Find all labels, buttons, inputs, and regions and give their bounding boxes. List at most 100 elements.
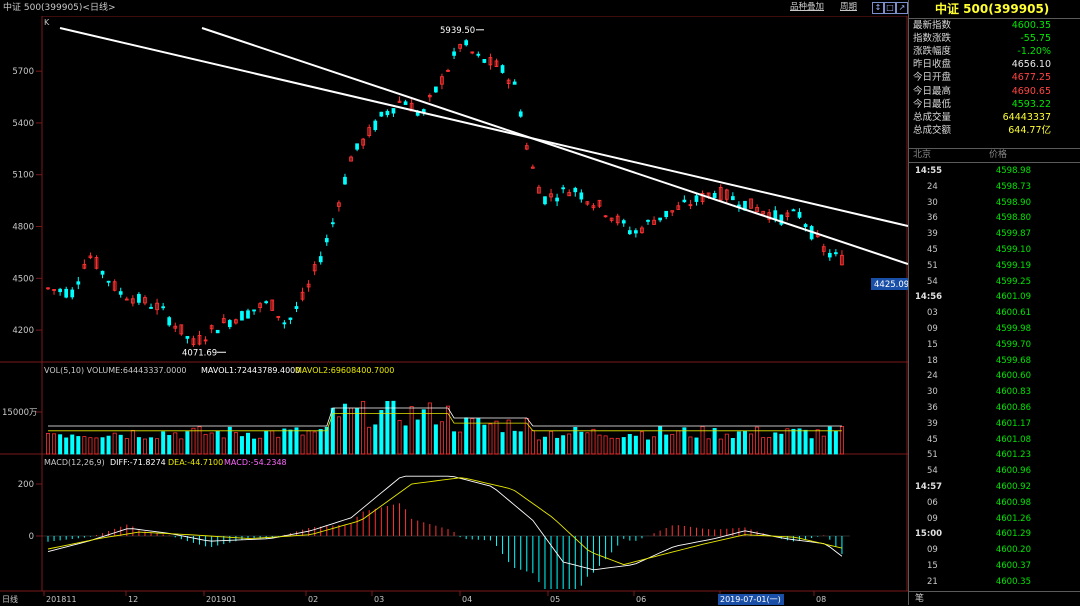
candle-body: [227, 320, 232, 328]
candle-body: [391, 108, 396, 114]
volume-bar: [373, 424, 378, 455]
volume-bar: [203, 433, 208, 455]
tick-time: 24: [927, 181, 938, 192]
volume-bar: [433, 424, 438, 455]
volume-bar: [724, 433, 729, 455]
tick-row: 14:56 4601.09: [913, 290, 1075, 304]
volume-bar: [421, 409, 426, 455]
overlay-symbol-button[interactable]: 品种叠加: [790, 2, 825, 12]
tick-time: 51: [927, 450, 938, 461]
quote-row: 今日开盘 4677.25: [913, 71, 1075, 84]
quote-value: 4600.35: [1011, 20, 1051, 31]
candle-body: [658, 217, 662, 221]
tick-time: 36: [927, 213, 938, 224]
tick-row: 24 4598.73: [913, 180, 1075, 194]
candle-body: [234, 319, 238, 324]
tick-price: 4600.83: [995, 387, 1031, 398]
quote-row: 昨日收盘 4656.10: [913, 58, 1075, 71]
candle-body: [137, 293, 141, 303]
quote-value: 4656.10: [1011, 59, 1051, 71]
tick-row: 03 4600.61: [913, 306, 1075, 320]
volume-bar: [803, 429, 808, 455]
volume-bar: [391, 400, 396, 455]
candle-body: [688, 204, 693, 207]
maximize-icon[interactable]: □: [884, 2, 896, 14]
volume-bar: [191, 427, 196, 455]
volume-bar: [615, 437, 620, 455]
volume-bar: [597, 434, 602, 455]
volume-bar: [276, 436, 281, 455]
price-tick-label: 4500: [12, 274, 34, 284]
vertical-resize-icon[interactable]: ↕: [872, 2, 884, 14]
tick-time: 09: [927, 513, 938, 524]
volume-bar: [312, 431, 317, 455]
tick-time: 45: [927, 434, 938, 445]
diff-label: DIFF:-71.8274: [110, 458, 166, 467]
tick-price: 4601.09: [995, 292, 1031, 303]
volume-bar: [245, 432, 250, 455]
stock-chart[interactable]: K 5700 5400 5100 4800 4500 4200 5939.50 4071.69 4…: [0, 16, 908, 605]
volume-bar: [730, 437, 735, 455]
candle-body: [282, 322, 287, 325]
volume-bar: [652, 436, 657, 455]
tick-time: 14:56: [915, 292, 943, 303]
candle-body: [761, 210, 766, 215]
volume-bar: [367, 426, 372, 455]
volume-bar: [506, 419, 511, 455]
expand-icon[interactable]: ↗: [896, 2, 908, 14]
tick-row: 39 4599.87: [913, 227, 1075, 241]
volume-bar: [149, 437, 154, 455]
candle-body: [627, 230, 632, 235]
candle-body: [82, 263, 87, 269]
tick-row: 24 4600.60: [913, 369, 1075, 383]
tick-price: 4601.23: [995, 450, 1031, 461]
volume-bar: [809, 438, 814, 455]
candle-body: [306, 283, 311, 288]
quote-label: 今日最高: [913, 85, 952, 97]
tick-time: 45: [927, 245, 938, 255]
candle-body: [506, 79, 511, 84]
candle-body: [749, 198, 753, 209]
candle-body: [149, 306, 153, 309]
tick-time: 24: [927, 371, 938, 382]
candle-body: [482, 59, 487, 63]
volume-bar: [773, 432, 778, 455]
tick-row: 45 4599.10: [913, 243, 1075, 257]
volume-bar: [112, 432, 117, 455]
volume-bar: [512, 430, 517, 455]
volume-bar: [336, 416, 341, 455]
price-tick-label: 5400: [12, 119, 34, 129]
macd-value-label: MACD:-54.2348: [224, 458, 287, 467]
candle-body: [240, 311, 244, 321]
tick-time: 21: [927, 576, 938, 587]
candle-body: [827, 252, 832, 258]
volume-bar: [500, 432, 505, 455]
volume-bar: [676, 430, 681, 455]
volume-bar: [646, 439, 651, 455]
tick-price: 4598.80: [995, 213, 1031, 224]
high-annotation: 5939.50: [440, 26, 475, 36]
volume-bar: [258, 437, 263, 455]
volume-bar: [349, 407, 354, 455]
mavol2-label: MAVOL2:69608400.7000: [295, 366, 394, 375]
candle-body: [440, 76, 444, 85]
volume-bar: [839, 426, 844, 455]
candle-body: [718, 187, 723, 201]
volume-bar: [706, 438, 711, 455]
tick-price: 4599.25: [995, 276, 1031, 287]
volume-bar: [227, 426, 232, 455]
candle-body: [312, 264, 317, 272]
volume-bar: [415, 419, 420, 455]
chart-frame: [41, 16, 908, 592]
candle-body: [221, 318, 226, 324]
volume-bar: [591, 428, 596, 455]
tick-row: 51 4601.23: [913, 448, 1075, 462]
candle-body: [488, 57, 493, 66]
candle-body: [676, 205, 681, 210]
tick-row: 36 4600.86: [913, 401, 1075, 415]
candle-body: [379, 111, 384, 117]
tick-time: 15: [927, 339, 938, 350]
period-button[interactable]: 周期: [840, 2, 858, 12]
volume-bar: [482, 424, 487, 455]
volume-bar: [785, 428, 790, 455]
